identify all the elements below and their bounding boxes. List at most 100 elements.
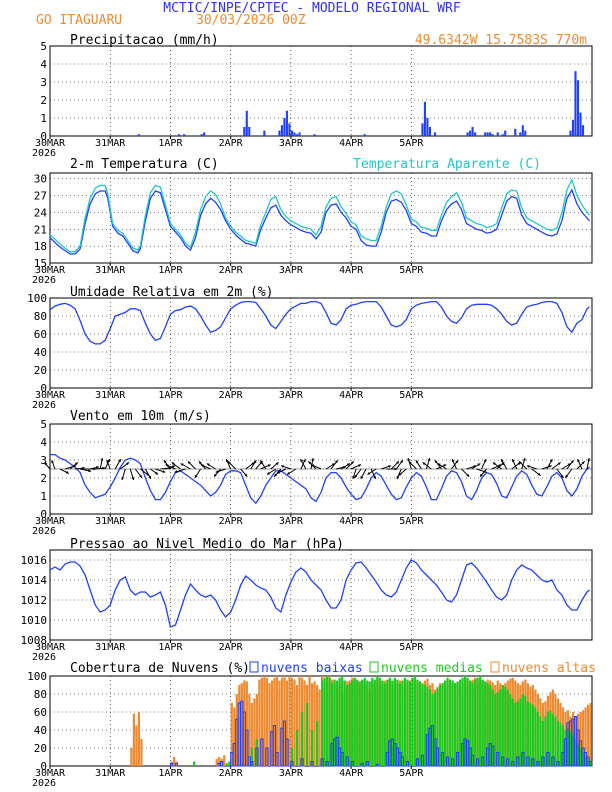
cloud-bar-nuvens-medias: [519, 698, 522, 766]
precip-bar: [581, 125, 585, 136]
apparent-temp-title: Temperatura Aparente (C): [353, 157, 541, 172]
cloud-bar-nuvens-medias: [403, 677, 407, 766]
precip-ytick-label: 4: [40, 58, 47, 71]
wind-arrow-head: [96, 466, 99, 469]
precip-ytick-label: 3: [40, 76, 47, 89]
wind-xtick-label: 3APR: [279, 516, 304, 527]
clouds-xtick-label: 31MAR: [95, 768, 126, 779]
cloud-bar-nuvens-medias: [464, 676, 467, 766]
cloud-bar-nuvens-medias: [391, 680, 394, 766]
cloud-bar-nuvens-medias: [469, 680, 472, 766]
precip-bar: [293, 132, 296, 136]
cloud-bar-nuvens-medias: [373, 679, 376, 766]
wind-arrow-head: [480, 473, 483, 477]
cloud-bar-nuvens-altas: [263, 676, 266, 766]
precip-bar: [484, 132, 487, 136]
cloud-bar-nuvens-altas: [223, 755, 226, 766]
wind-arrow-head: [455, 460, 459, 464]
cloud-bar-nuvens-medias: [388, 677, 391, 766]
wind-arrow-head: [560, 474, 564, 478]
legend-high-swatch: [490, 661, 500, 673]
rh-ytick-label: 100: [27, 292, 47, 305]
cloud-bar-nuvens-medias: [546, 712, 550, 766]
precip-ytick-label: 5: [40, 40, 47, 53]
cloud-bar-nuvens-medias: [315, 721, 319, 766]
wind-arrow-head: [260, 460, 263, 464]
cloud-bar-nuvens-medias: [549, 710, 552, 766]
cloud-bar-nuvens-medias: [328, 677, 331, 766]
wind-arrow-head: [415, 460, 419, 464]
cloud-bar-nuvens-altas: [240, 683, 243, 766]
cloud-bar-nuvens-medias: [566, 728, 570, 766]
cloud-bar-nuvens-baixas: [275, 752, 279, 767]
wind-arrow-head: [577, 459, 580, 463]
cloud-bar-nuvens-altas: [215, 758, 218, 766]
precip-bar: [177, 134, 181, 136]
wind-arrow-head: [174, 470, 178, 473]
cloud-bar-nuvens-baixas: [440, 752, 445, 767]
wind-arrow-head: [587, 458, 591, 461]
cloud-bar-nuvens-medias: [576, 743, 580, 766]
wind-arrow-head: [195, 474, 198, 478]
wind-arrow-head: [388, 465, 392, 468]
cloud-bar-nuvens-medias: [579, 748, 582, 766]
wind-arrow-head: [200, 464, 204, 467]
cloud-bar-nuvens-baixas: [526, 756, 530, 767]
cloud-bar-nuvens-medias: [438, 685, 442, 766]
cloud-bar-nuvens-baixas: [375, 763, 379, 767]
cloud-bar-nuvens-baixas: [556, 761, 560, 767]
clouds-ytick-label: 40: [34, 724, 47, 737]
clouds-ytick-label: 100: [27, 670, 47, 683]
cloud-bar-nuvens-medias: [448, 679, 452, 766]
wind-arrow-head: [501, 459, 504, 463]
wind-arrow-head: [346, 463, 350, 467]
cloud-bar-nuvens-altas: [235, 694, 238, 766]
cloud-bar-nuvens-medias: [551, 713, 555, 766]
wind-arrow-head: [466, 473, 470, 477]
wind-arrow-head: [526, 465, 530, 468]
cloud-bar-nuvens-medias: [584, 757, 587, 766]
pres-year-label: 2026: [32, 652, 56, 663]
rh-ytick-label: 40: [34, 346, 47, 359]
cloud-bar-nuvens-medias: [489, 685, 492, 766]
cloud-bar-nuvens-baixas: [420, 754, 425, 767]
temp-xtick-label: 5APR: [399, 265, 424, 276]
cloud-bar-nuvens-medias: [228, 761, 231, 766]
wind-arrow-head: [251, 462, 255, 466]
precip-xtick-label: 3APR: [279, 138, 304, 149]
wind-arrow-head: [443, 464, 447, 467]
temp-xtick-label: 31MAR: [95, 265, 126, 276]
cloud-bar-nuvens-altas: [581, 710, 585, 766]
temp-ytick-label: 27: [34, 190, 47, 203]
clouds-ytick-label: 80: [34, 688, 47, 701]
cloud-bar-nuvens-medias: [491, 689, 494, 766]
precip-frame: [49, 45, 593, 137]
cloud-bar-nuvens-medias: [363, 677, 366, 766]
wind-arrow-head: [187, 461, 191, 465]
cloud-bar-nuvens-altas: [140, 739, 143, 766]
wind-arrow-head: [131, 477, 135, 480]
cloud-bar-nuvens-medias: [531, 704, 534, 766]
cloud-bar-nuvens-baixas: [496, 752, 500, 767]
wind-arrow-head: [139, 474, 142, 478]
cloud-bar-nuvens-medias: [416, 679, 419, 766]
header-title: MCTIC/INPE/CPTEC - MODELO REGIONAL WRF: [163, 1, 461, 16]
cloud-bar-nuvens-baixas: [255, 747, 259, 767]
cloud-bar-nuvens-medias: [536, 712, 540, 766]
wind-arrow-head: [280, 465, 284, 468]
wind-xtick-label: 30MAR: [35, 516, 66, 527]
rh-xtick-label: 1APR: [158, 390, 183, 401]
cloud-bar-nuvens-medias: [383, 683, 386, 766]
rh-ytick-label: 0: [40, 382, 47, 395]
cloud-bar-nuvens-medias: [459, 679, 462, 766]
pres-ytick-label: 1010: [21, 614, 48, 627]
rh-xtick-label: 31MAR: [95, 390, 126, 401]
cloud-bar-nuvens-altas: [268, 683, 271, 766]
cloud-bar-nuvens-medias: [396, 679, 399, 766]
cloud-bar-nuvens-medias: [361, 679, 364, 766]
rh-year-label: 2026: [32, 400, 56, 411]
precip-bar: [137, 134, 140, 136]
cloud-bar-nuvens-baixas: [536, 761, 540, 767]
precip-bar: [423, 101, 426, 136]
cloud-bar-nuvens-baixas: [588, 761, 593, 767]
